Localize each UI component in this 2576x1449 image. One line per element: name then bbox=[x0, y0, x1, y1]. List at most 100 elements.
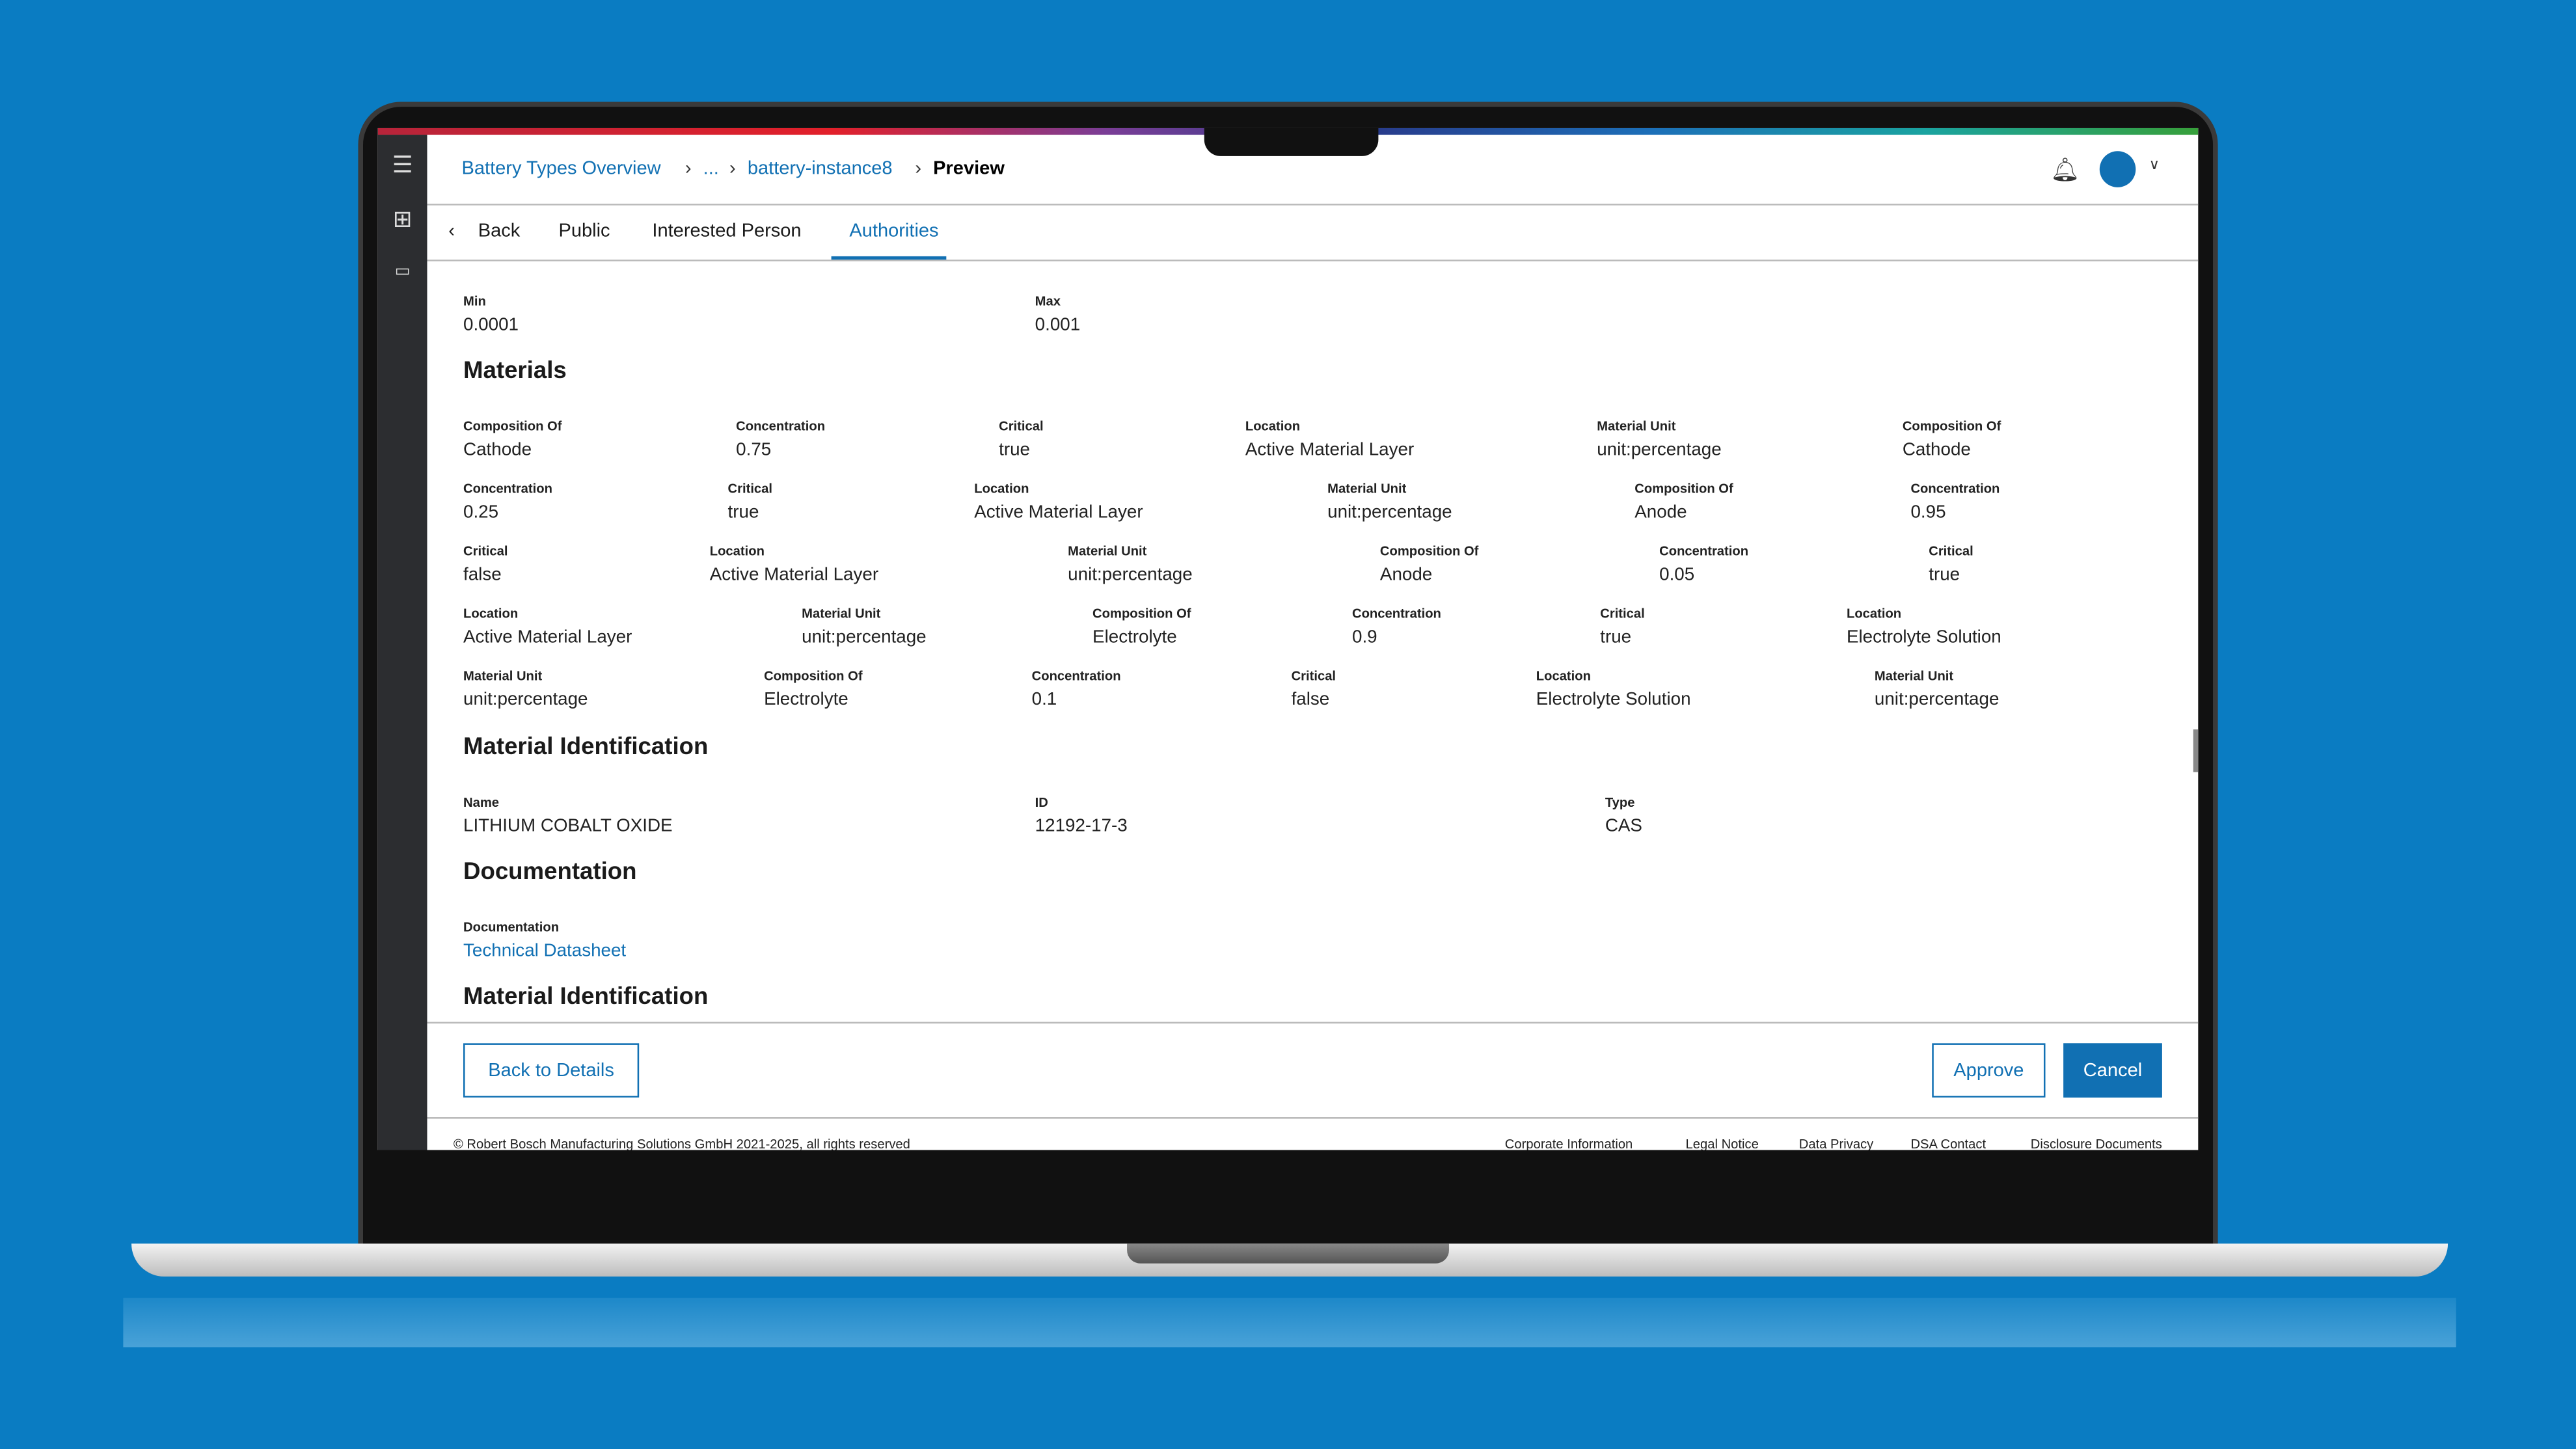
footer-disclosure-documents[interactable]: Disclosure Documents bbox=[2030, 1137, 2162, 1150]
documentation-heading: Documentation bbox=[463, 859, 637, 886]
chevron-right-icon: › bbox=[915, 159, 922, 180]
bell-icon[interactable]: 🔔︎ bbox=[2050, 156, 2080, 183]
material-field-value: 0.95 bbox=[1910, 502, 1946, 522]
material-field-label: Critical bbox=[1291, 668, 1336, 684]
material-field-label: Location bbox=[1536, 668, 1591, 684]
material-field-label: Material Unit bbox=[1874, 668, 1954, 684]
material-field-value: Cathode bbox=[1902, 440, 1971, 460]
grid-icon[interactable]: ⊞ bbox=[392, 205, 413, 232]
menu-icon[interactable]: ☰ bbox=[392, 151, 413, 178]
material-field-value: unit:percentage bbox=[1068, 565, 1193, 585]
cancel-button[interactable]: Cancel bbox=[2063, 1043, 2162, 1098]
technical-datasheet-link[interactable]: Technical Datasheet bbox=[463, 941, 627, 962]
material-field-label: Composition Of bbox=[1902, 418, 2001, 434]
material-field-value: 0.9 bbox=[1351, 627, 1377, 647]
material-field-value: 0.1 bbox=[1031, 690, 1057, 710]
type-label: Type bbox=[1605, 795, 1635, 810]
materials-heading: Materials bbox=[463, 358, 567, 385]
material-field-label: Concentration bbox=[1659, 543, 1749, 559]
material-field-label: Composition Of bbox=[1379, 543, 1479, 559]
material-field-label: Concentration bbox=[463, 481, 552, 496]
material-field-value: true bbox=[999, 440, 1031, 460]
material-field-value: Active Material Layer bbox=[974, 502, 1143, 522]
material-field-value: false bbox=[463, 565, 502, 585]
material-field-label: Composition Of bbox=[764, 668, 863, 684]
name-value: LITHIUM COBALT OXIDE bbox=[463, 816, 673, 837]
material-field-value: Electrolyte Solution bbox=[1536, 690, 1691, 710]
breadcrumb-current: Preview bbox=[933, 159, 1005, 180]
id-label: ID bbox=[1035, 795, 1048, 810]
back-to-details-button[interactable]: Back to Details bbox=[463, 1043, 640, 1098]
screen: ☰ ⊞ ▭ Battery Types Overview › ... › bat… bbox=[377, 128, 2199, 1150]
min-value: 0.0001 bbox=[463, 315, 519, 336]
type-value: CAS bbox=[1605, 816, 1642, 837]
identification-heading-2: Material Identification bbox=[463, 984, 709, 1010]
battery-icon[interactable]: ▭ bbox=[394, 263, 411, 281]
sidebar: ☰ ⊞ ▭ bbox=[377, 135, 427, 1150]
min-label: Min bbox=[463, 293, 486, 309]
documentation-label: Documentation bbox=[463, 920, 560, 935]
breadcrumb-instance[interactable]: battery-instance8 bbox=[747, 159, 893, 180]
laptop-shadow bbox=[123, 1297, 2456, 1347]
breadcrumb-battery-types[interactable]: Battery Types Overview bbox=[461, 159, 661, 180]
tab-authorities[interactable]: Authorities bbox=[849, 221, 939, 242]
material-field-label: Material Unit bbox=[1327, 481, 1407, 496]
material-field-label: Critical bbox=[463, 543, 508, 559]
material-field-value: unit:percentage bbox=[1597, 440, 1722, 460]
material-field-value: Electrolyte bbox=[764, 690, 848, 710]
material-field-value: 0.75 bbox=[736, 440, 772, 460]
material-field-label: Material Unit bbox=[463, 668, 543, 684]
material-field-value: Electrolyte Solution bbox=[1846, 627, 2001, 647]
material-field-label: Concentration bbox=[1031, 668, 1121, 684]
material-field-value: Active Material Layer bbox=[1245, 440, 1415, 460]
material-field-value: true bbox=[1929, 565, 1960, 585]
material-field-value: 0.25 bbox=[463, 502, 499, 522]
material-field-value: Cathode bbox=[463, 440, 532, 460]
divider bbox=[427, 1117, 2199, 1119]
max-label: Max bbox=[1035, 293, 1061, 309]
material-field-label: Location bbox=[1846, 606, 1902, 621]
material-field-value: unit:percentage bbox=[802, 627, 927, 647]
scrollbar[interactable] bbox=[2193, 729, 2199, 772]
material-field-label: Location bbox=[974, 481, 1029, 496]
material-field-label: Composition Of bbox=[1634, 481, 1733, 496]
footer-corporate-information[interactable]: Corporate Information bbox=[1504, 1137, 1633, 1150]
material-field-label: Location bbox=[1245, 418, 1301, 434]
divider bbox=[427, 204, 2199, 206]
id-value: 12192-17-3 bbox=[1035, 816, 1128, 837]
material-field-label: Critical bbox=[1600, 606, 1645, 621]
max-value: 0.001 bbox=[1035, 315, 1081, 336]
material-field-value: Active Material Layer bbox=[463, 627, 632, 647]
tab-public[interactable]: Public bbox=[558, 221, 610, 242]
material-field-label: Location bbox=[709, 543, 765, 559]
material-field-label: Material Unit bbox=[1068, 543, 1147, 559]
divider bbox=[427, 1022, 2199, 1024]
material-field-value: true bbox=[1600, 627, 1632, 647]
footer-legal-notice[interactable]: Legal Notice bbox=[1685, 1137, 1759, 1150]
chevron-right-icon: › bbox=[685, 159, 692, 180]
approve-button[interactable]: Approve bbox=[1932, 1043, 2046, 1098]
footer-data-privacy[interactable]: Data Privacy bbox=[1798, 1137, 1874, 1150]
material-field-value: true bbox=[727, 502, 759, 522]
material-field-value: Active Material Layer bbox=[709, 565, 879, 585]
material-field-value: unit:percentage bbox=[1874, 690, 2000, 710]
material-field-value: Electrolyte bbox=[1092, 627, 1177, 647]
material-field-label: Concentration bbox=[736, 418, 826, 434]
material-field-label: Composition Of bbox=[463, 418, 562, 434]
breadcrumb-ellipsis[interactable]: ... bbox=[703, 159, 719, 180]
material-field-label: Critical bbox=[1929, 543, 1973, 559]
material-field-value: unit:percentage bbox=[463, 690, 588, 710]
back-chevron-icon[interactable]: ‹ bbox=[448, 221, 455, 242]
material-field-value: 0.05 bbox=[1659, 565, 1695, 585]
copyright: © Robert Bosch Manufacturing Solutions G… bbox=[453, 1137, 910, 1150]
tab-interested-person[interactable]: Interested Person bbox=[652, 221, 802, 242]
tab-back[interactable]: Back bbox=[478, 221, 521, 242]
footer-dsa-contact[interactable]: DSA Contact bbox=[1910, 1137, 1986, 1150]
user-avatar[interactable] bbox=[2099, 151, 2136, 187]
chevron-down-icon[interactable]: ∨ bbox=[2149, 156, 2160, 173]
camera-notch bbox=[1204, 128, 1379, 156]
material-field-label: Critical bbox=[727, 481, 773, 496]
material-field-label: Material Unit bbox=[1597, 418, 1676, 434]
material-field-value: unit:percentage bbox=[1327, 502, 1452, 522]
material-field-label: Concentration bbox=[1351, 606, 1441, 621]
